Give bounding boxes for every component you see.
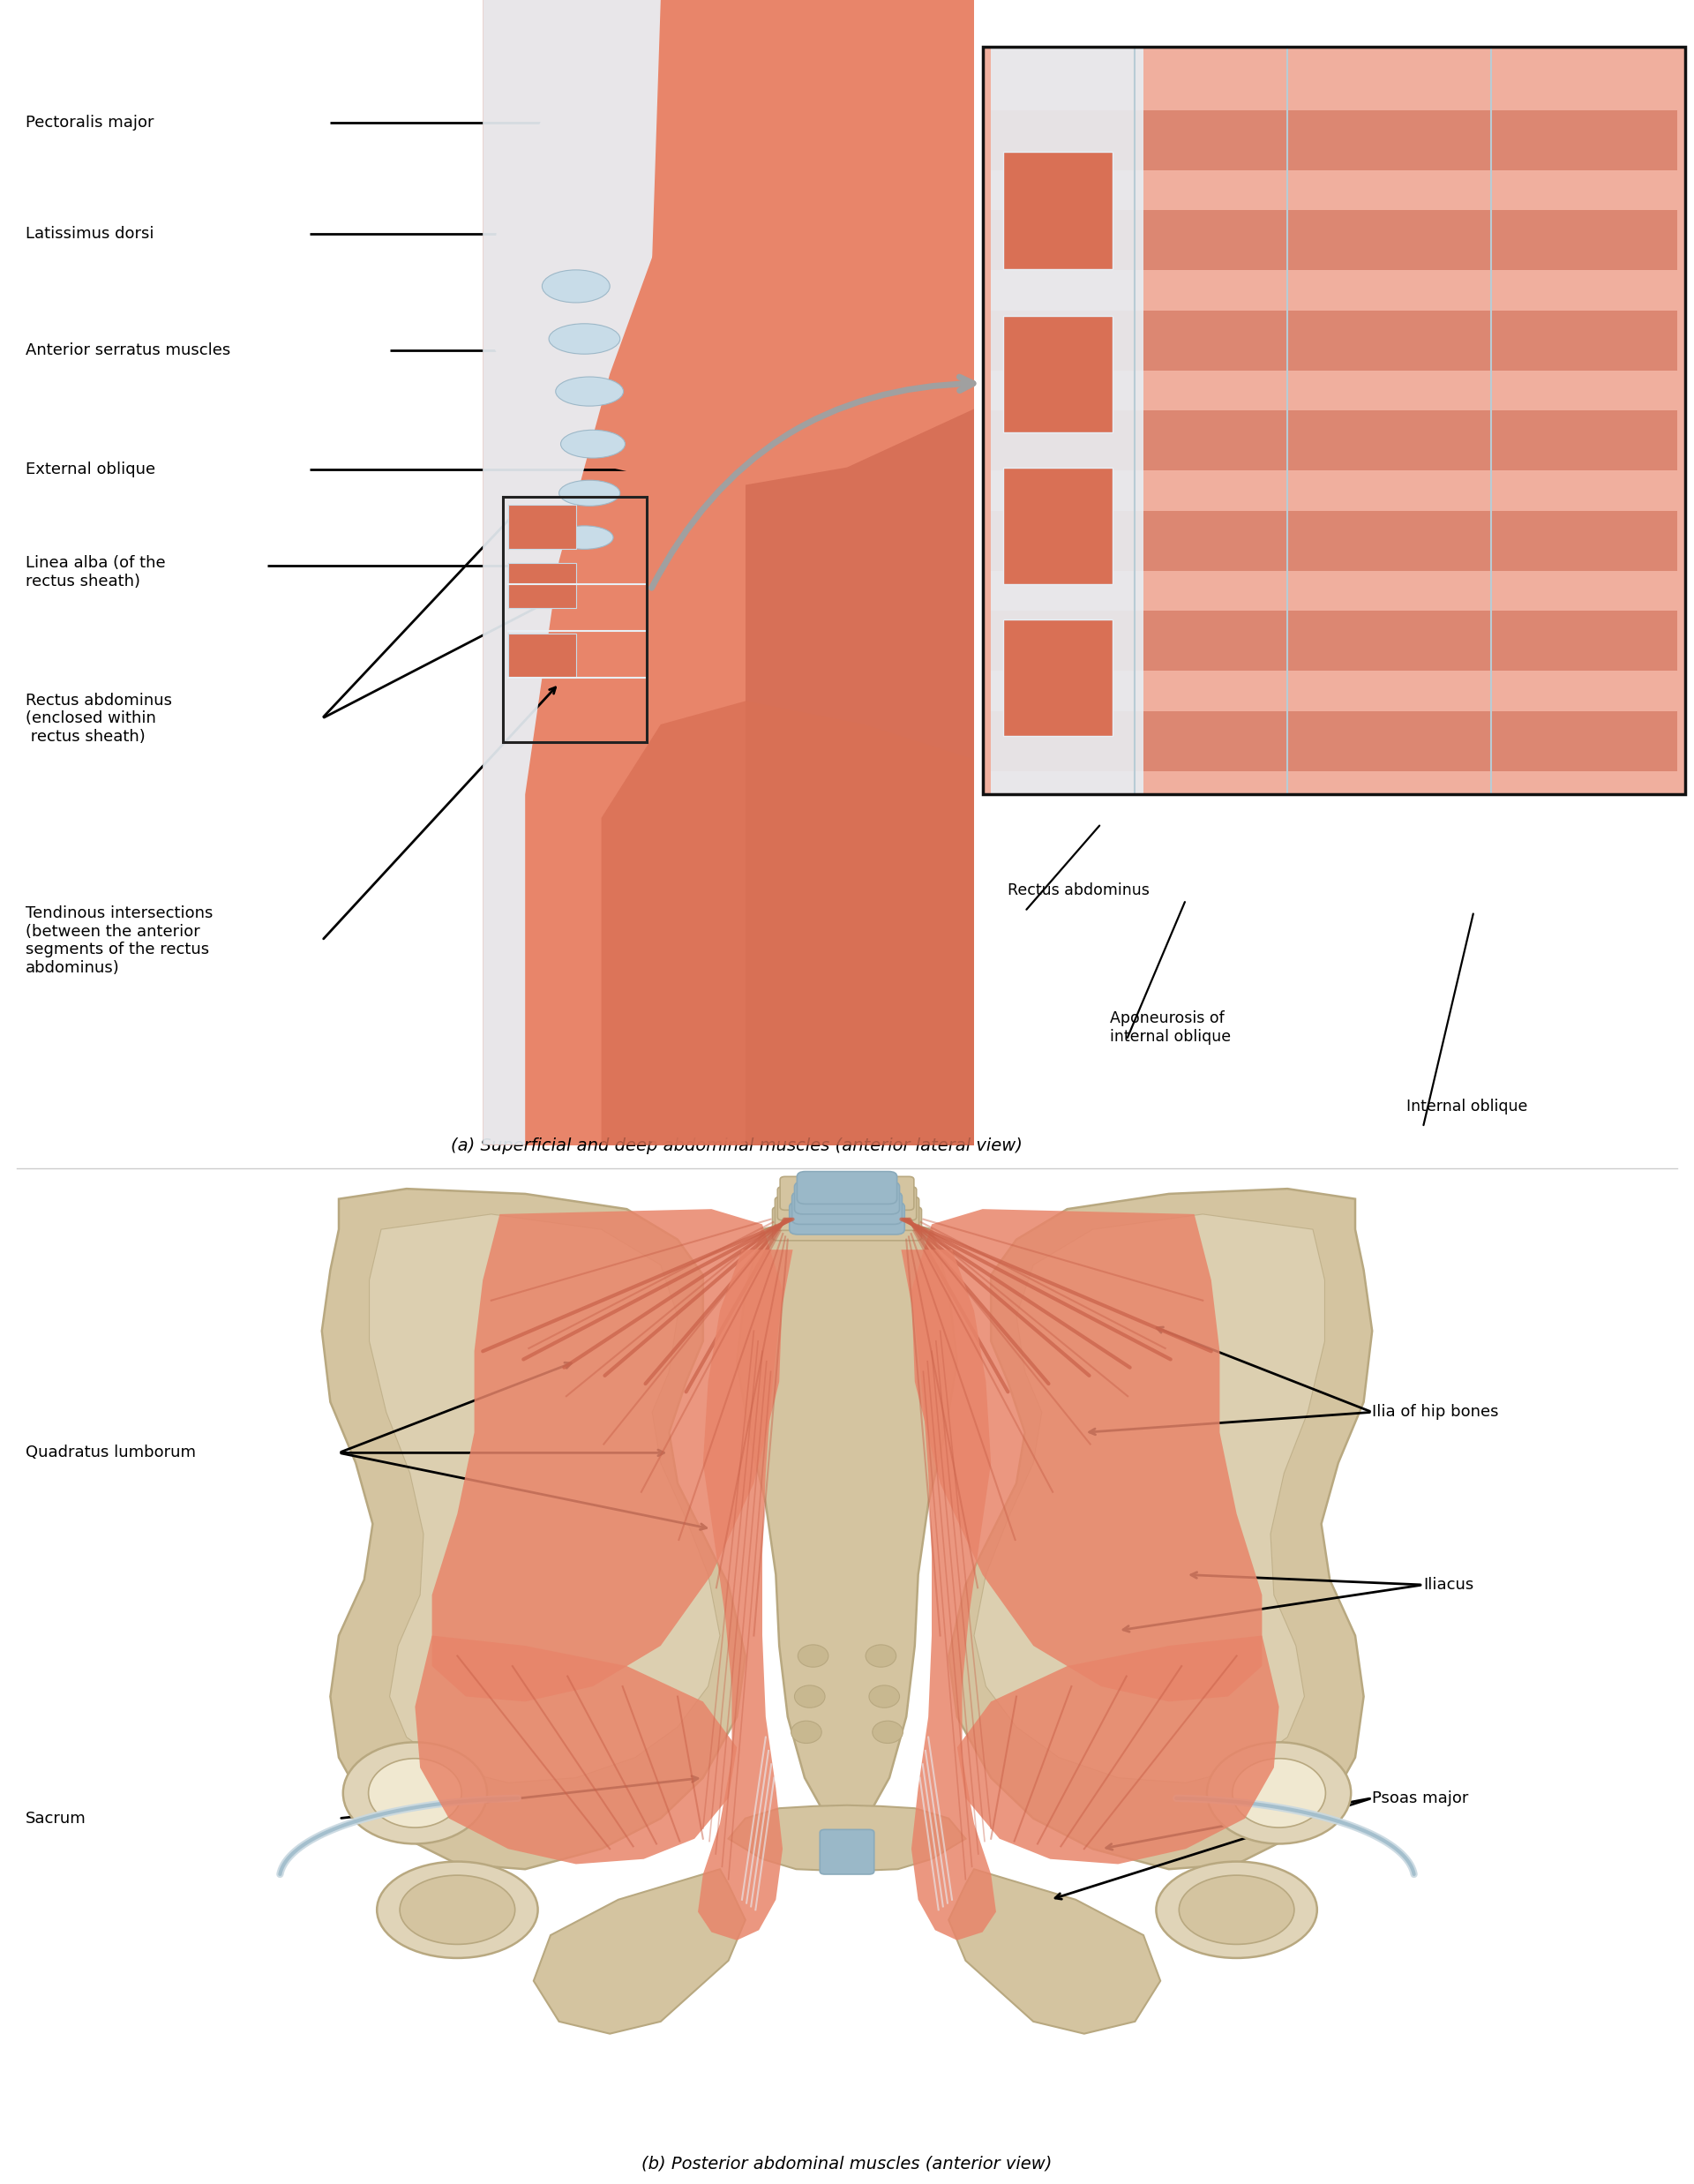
Text: Transversus
abdominus: Transversus abdominus xyxy=(1191,63,1282,98)
Bar xyxy=(983,46,1686,795)
Text: Anterior serratus muscles: Anterior serratus muscles xyxy=(25,343,230,358)
FancyBboxPatch shape xyxy=(772,1208,922,1241)
Text: Aponeurosis of
internal oblique: Aponeurosis of internal oblique xyxy=(1110,1011,1230,1044)
FancyBboxPatch shape xyxy=(794,1182,900,1214)
Bar xyxy=(508,633,576,677)
Ellipse shape xyxy=(1232,1758,1325,1828)
Ellipse shape xyxy=(342,1743,488,1843)
Polygon shape xyxy=(957,1636,1279,1865)
Text: Rectus
sheath: Rectus sheath xyxy=(1025,63,1076,98)
Bar xyxy=(1003,620,1113,736)
Bar xyxy=(983,46,1686,795)
FancyBboxPatch shape xyxy=(791,1192,901,1225)
Bar xyxy=(508,505,576,548)
Bar xyxy=(1003,467,1113,583)
Bar xyxy=(991,310,1677,371)
Polygon shape xyxy=(698,1249,793,1939)
FancyBboxPatch shape xyxy=(789,1201,905,1234)
Text: Internal oblique: Internal oblique xyxy=(1406,1099,1528,1114)
Bar xyxy=(983,46,1686,795)
Text: Linea alba (of the
rectus sheath): Linea alba (of the rectus sheath) xyxy=(25,555,166,590)
Polygon shape xyxy=(483,0,974,491)
Bar xyxy=(503,496,647,743)
Bar xyxy=(991,46,1143,795)
Polygon shape xyxy=(534,1870,745,2033)
Text: (a) Superficial and deep abdominal muscles (anterior lateral view): (a) Superficial and deep abdominal muscl… xyxy=(451,1138,1023,1155)
Bar xyxy=(991,511,1677,570)
Text: External oblique: External oblique xyxy=(1474,52,1599,68)
Ellipse shape xyxy=(798,1645,828,1666)
Ellipse shape xyxy=(549,323,620,354)
Ellipse shape xyxy=(1155,1861,1318,1959)
Polygon shape xyxy=(728,1806,966,1872)
Bar xyxy=(991,109,1677,170)
Polygon shape xyxy=(737,1210,957,1839)
Text: Ilia of hip bones: Ilia of hip bones xyxy=(1372,1404,1499,1420)
Text: Rectus abdominus
(enclosed within
 rectus sheath): Rectus abdominus (enclosed within rectus… xyxy=(25,692,171,745)
Bar xyxy=(991,411,1677,472)
Bar xyxy=(991,712,1677,771)
Ellipse shape xyxy=(1206,1743,1350,1843)
Ellipse shape xyxy=(556,526,613,548)
Ellipse shape xyxy=(556,378,623,406)
Ellipse shape xyxy=(561,430,625,459)
Ellipse shape xyxy=(872,1721,903,1743)
Polygon shape xyxy=(432,1210,783,1701)
Text: Rectus abdominus: Rectus abdominus xyxy=(1008,882,1150,898)
Text: Tendinous intersections
(between the anterior
segments of the rectus
abdominus): Tendinous intersections (between the ant… xyxy=(25,904,213,976)
Text: Pectoralis major: Pectoralis major xyxy=(25,116,154,131)
Polygon shape xyxy=(415,1636,737,1865)
Polygon shape xyxy=(601,701,974,1144)
Ellipse shape xyxy=(866,1645,896,1666)
Bar xyxy=(1003,314,1113,432)
Polygon shape xyxy=(911,1210,1262,1701)
Bar xyxy=(1003,153,1113,269)
FancyBboxPatch shape xyxy=(774,1197,918,1230)
Ellipse shape xyxy=(400,1876,515,1944)
Polygon shape xyxy=(745,0,974,1144)
Ellipse shape xyxy=(869,1686,900,1708)
Polygon shape xyxy=(949,1188,1372,1870)
Polygon shape xyxy=(974,1214,1325,1782)
Text: Sacrum: Sacrum xyxy=(25,1811,86,1826)
Ellipse shape xyxy=(378,1861,539,1959)
FancyBboxPatch shape xyxy=(778,1186,916,1221)
FancyBboxPatch shape xyxy=(779,1177,915,1210)
Text: Iliacus: Iliacus xyxy=(1423,1577,1474,1592)
Polygon shape xyxy=(483,0,661,1144)
FancyBboxPatch shape xyxy=(820,1830,874,1874)
FancyBboxPatch shape xyxy=(796,1171,898,1203)
Ellipse shape xyxy=(794,1686,825,1708)
Ellipse shape xyxy=(368,1758,461,1828)
Bar xyxy=(508,563,576,607)
Polygon shape xyxy=(322,1188,745,1870)
Polygon shape xyxy=(483,0,974,1144)
Polygon shape xyxy=(901,1249,996,1939)
Ellipse shape xyxy=(791,1721,822,1743)
Bar xyxy=(991,612,1677,670)
Ellipse shape xyxy=(1179,1876,1294,1944)
Polygon shape xyxy=(652,234,745,1144)
Text: (b) Posterior abdominal muscles (anterior view): (b) Posterior abdominal muscles (anterio… xyxy=(642,2156,1052,2171)
Ellipse shape xyxy=(559,480,620,507)
Polygon shape xyxy=(369,1214,720,1782)
Text: Quadratus lumborum: Quadratus lumborum xyxy=(25,1446,197,1461)
Text: External oblique: External oblique xyxy=(25,461,156,478)
Text: Psoas major: Psoas major xyxy=(1372,1791,1469,1806)
Bar xyxy=(991,210,1677,271)
Ellipse shape xyxy=(542,271,610,304)
Text: Latissimus dorsi: Latissimus dorsi xyxy=(25,225,154,242)
Polygon shape xyxy=(949,1870,1160,2033)
